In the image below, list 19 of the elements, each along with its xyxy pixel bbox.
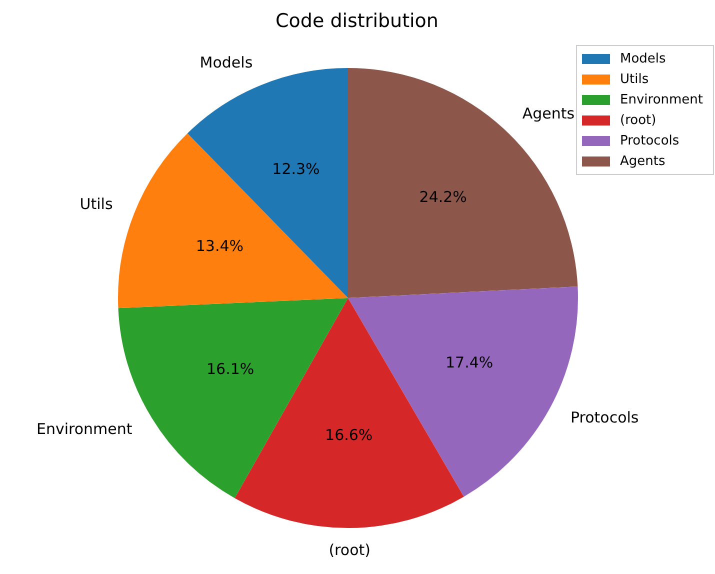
data-label: 12.3% [272,160,320,178]
data-label: 16.6% [325,426,373,444]
data-label: 16.1% [206,360,254,378]
legend-label: (root) [620,112,656,128]
slice-label: (root) [328,540,370,559]
slice-label: Protocols [570,408,639,426]
legend-label: Agents [620,154,666,169]
data-label: 13.4% [196,237,244,256]
legend-label: Protocols [620,133,680,148]
chart-title: Code distribution [276,10,438,32]
slice-label: Environment [36,420,132,438]
slice-label: Agents [522,104,575,123]
legend-label: Models [620,51,666,66]
slice-label: Utils [80,194,113,213]
data-label: 24.2% [419,188,467,206]
legend-label: Utils [620,72,649,87]
data-label: 17.4% [446,354,494,372]
slice-label: Models [200,54,253,72]
legend-label: Environment [620,92,704,108]
